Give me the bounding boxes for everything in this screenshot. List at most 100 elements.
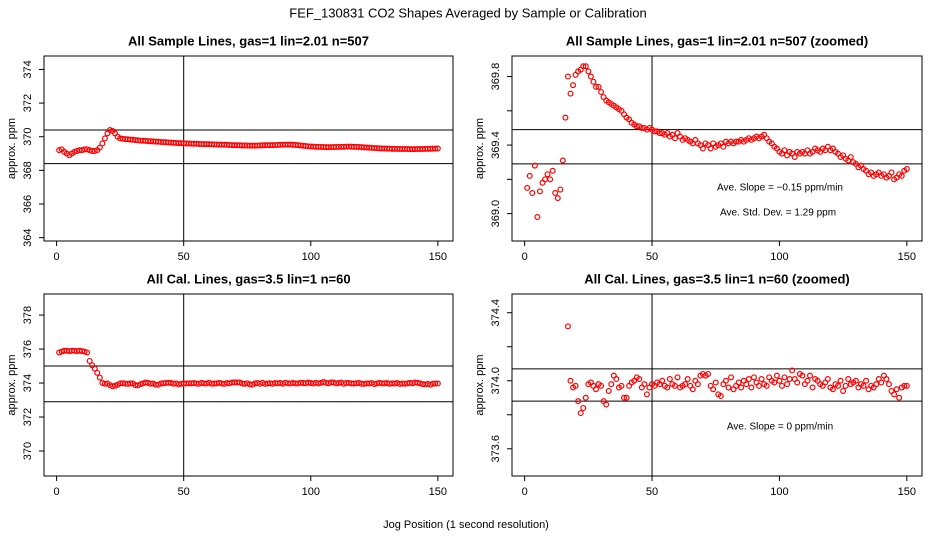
y-tick-label: 374	[22, 60, 34, 78]
x-tick-label: 0	[54, 251, 60, 263]
data-point	[559, 157, 566, 164]
x-tick-label: 50	[178, 251, 190, 263]
data-point	[79, 348, 86, 355]
data-point	[791, 154, 798, 161]
data-point	[585, 68, 592, 75]
data-point	[531, 162, 538, 169]
data-point	[564, 73, 571, 80]
annotation: Ave. Slope = −0.15 ppm/min	[717, 183, 843, 194]
y-tick-label: 369.0	[490, 200, 502, 228]
data-point	[554, 195, 561, 202]
data-point	[837, 377, 844, 384]
data-point	[773, 372, 780, 379]
data-point	[707, 145, 714, 152]
data-point	[674, 374, 681, 381]
data-point	[432, 145, 439, 152]
data-point	[794, 379, 801, 386]
y-tick-label: 376	[22, 340, 34, 358]
plot-frame	[511, 293, 923, 477]
data-point	[743, 381, 750, 388]
data-point	[829, 386, 836, 393]
y-tick-label: 369.4	[490, 131, 502, 159]
y-tick-label: 370	[22, 442, 34, 460]
data-point	[748, 384, 755, 391]
data-point	[86, 357, 93, 364]
data-point	[896, 394, 903, 401]
data-point	[786, 376, 793, 383]
x-tick-label: 100	[302, 251, 320, 263]
data-point	[891, 391, 898, 398]
y-tick-label: 366	[22, 195, 34, 213]
y-axis-label: approx. ppm	[6, 118, 18, 179]
data-point	[725, 384, 732, 391]
data-point	[778, 382, 785, 389]
data-point	[763, 382, 770, 389]
plot-frame	[511, 55, 923, 242]
x-tick-label: 50	[178, 486, 190, 498]
x-tick-label: 150	[429, 251, 447, 263]
data-point	[781, 147, 788, 154]
data-point	[671, 135, 678, 142]
data-point	[575, 398, 582, 405]
data-point	[885, 381, 892, 388]
data-point	[873, 381, 880, 388]
data-point	[434, 380, 441, 387]
panel-title: All Sample Lines, gas=1 lin=2.01 n=507	[128, 33, 369, 48]
x-tick-label: 100	[302, 486, 320, 498]
x-tick-label: 0	[54, 486, 60, 498]
panel-title: All Cal. Lines, gas=3.5 lin=1 n=60 (zoom…	[584, 271, 850, 286]
y-tick-label: 369.8	[490, 63, 502, 91]
data-point	[705, 370, 712, 377]
data-point	[671, 382, 678, 389]
data-point	[633, 123, 640, 130]
data-point	[99, 140, 106, 147]
data-point	[847, 154, 854, 161]
y-tick-label: 373.6	[490, 435, 502, 463]
data-point	[712, 379, 719, 386]
data-point	[605, 387, 612, 394]
data-point	[592, 83, 599, 90]
data-point	[781, 374, 788, 381]
data-point	[577, 410, 584, 417]
data-point	[689, 386, 696, 393]
data-point	[771, 379, 778, 386]
data-point	[720, 143, 727, 150]
data-point	[547, 176, 554, 183]
data-point	[587, 73, 594, 80]
x-tick-label: 50	[646, 251, 658, 263]
data-point	[799, 372, 806, 379]
data-point	[84, 349, 91, 356]
data-point	[315, 380, 322, 387]
data-point	[750, 374, 757, 381]
data-point	[582, 63, 589, 70]
data-point	[776, 377, 783, 384]
data-point	[903, 166, 910, 173]
plot-frame	[43, 293, 454, 477]
data-point	[710, 386, 717, 393]
panel-title: All Cal. Lines, gas=3.5 lin=1 n=60	[146, 271, 350, 286]
data-point	[845, 376, 852, 383]
data-point	[728, 374, 735, 381]
data-point	[598, 88, 605, 95]
data-point	[784, 381, 791, 388]
data-point	[137, 381, 144, 388]
data-point	[109, 383, 116, 390]
data-point	[824, 376, 831, 383]
data-point	[809, 384, 816, 391]
data-point	[717, 393, 724, 400]
data-point	[641, 381, 648, 388]
x-tick-label: 100	[770, 486, 788, 498]
data-point	[735, 379, 742, 386]
x-tick-label: 150	[429, 486, 447, 498]
data-point	[96, 374, 103, 381]
data-point	[863, 377, 870, 384]
x-tick-label: 150	[898, 486, 916, 498]
data-point	[699, 145, 706, 152]
y-tick-label: 370	[22, 128, 34, 146]
data-point	[536, 188, 543, 195]
data-point	[636, 376, 643, 383]
data-point	[608, 381, 615, 388]
data-point	[534, 214, 541, 221]
data-point	[664, 384, 671, 391]
data-point	[595, 83, 602, 90]
